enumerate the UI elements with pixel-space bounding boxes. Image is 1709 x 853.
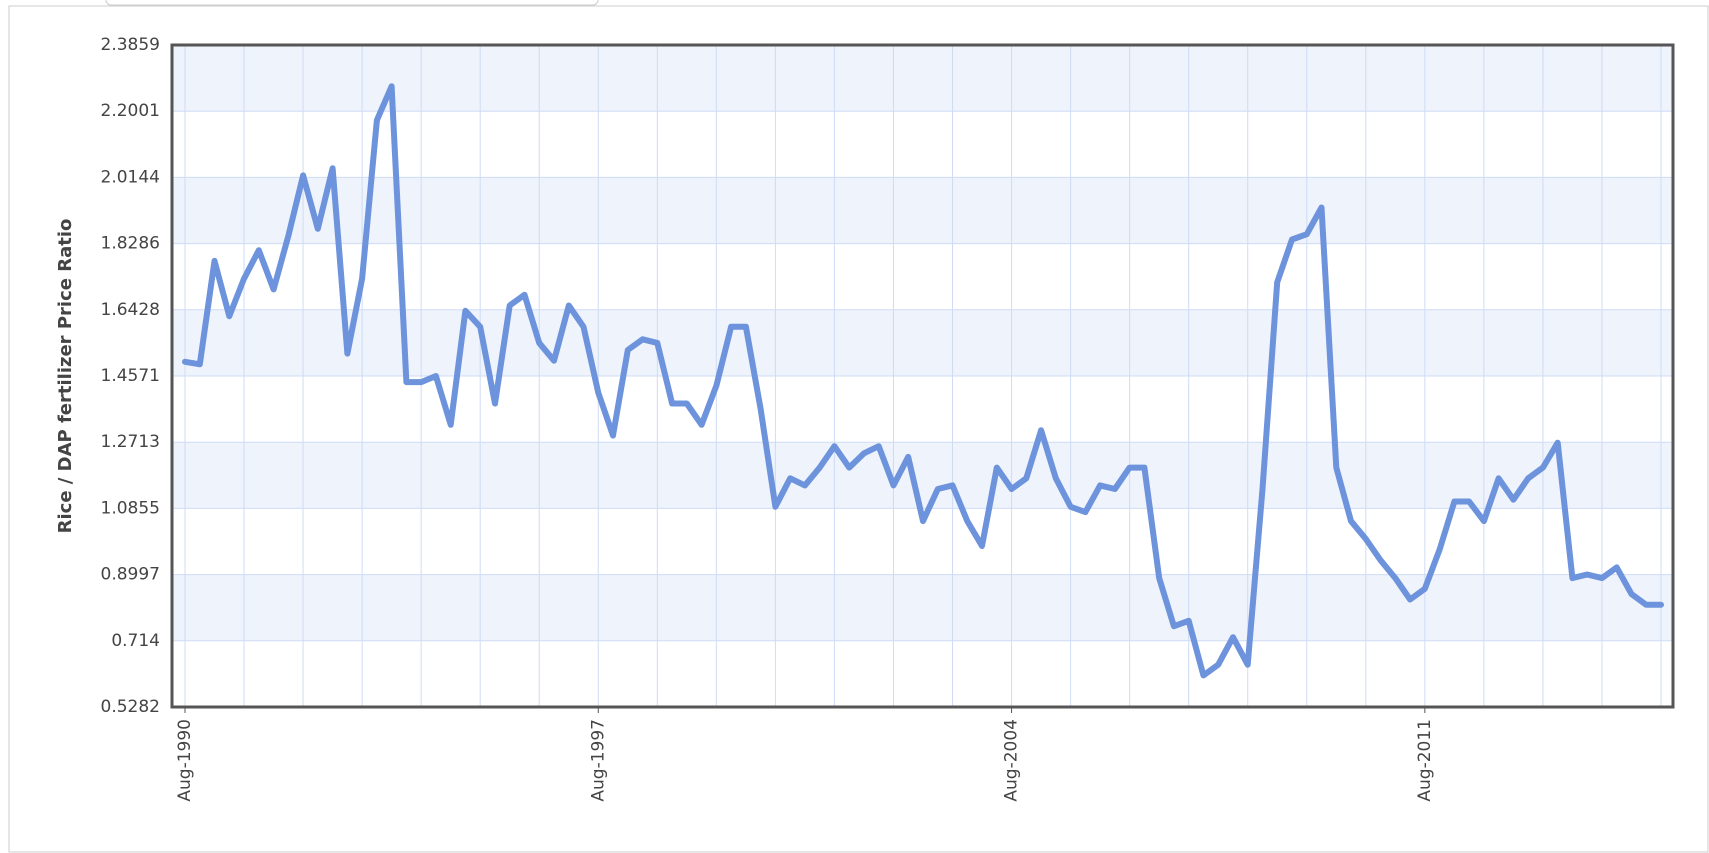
band [172, 574, 1673, 641]
y-tick-label: 0.714 [111, 631, 160, 651]
y-tick-label: 1.2713 [101, 432, 160, 452]
band [172, 309, 1673, 376]
y-axis-title: Rice / DAP fertilizer Price Ratio [55, 219, 76, 534]
y-tick-label: 0.8997 [101, 565, 160, 585]
x-tick-label: Aug-1997 [588, 719, 608, 802]
y-tick-label: 1.0855 [101, 498, 160, 518]
y-tick-label: 2.0144 [101, 167, 160, 187]
band [172, 442, 1673, 509]
toolbar [105, 0, 599, 6]
panel [8, 5, 1709, 853]
x-tick-label: Aug-1990 [175, 719, 195, 802]
band [172, 177, 1673, 244]
band [172, 45, 1673, 112]
plot-border [170, 43, 1675, 709]
y-tick-label: 1.8286 [101, 234, 160, 254]
series-line [182, 83, 1664, 679]
x-tick-label: Aug-2011 [1415, 719, 1435, 802]
y-tick-label: 1.4571 [101, 366, 160, 386]
y-tick-label: 2.2001 [101, 101, 160, 121]
y-tick-label: 2.3859 [101, 35, 160, 55]
y-tick-label: 1.6428 [101, 300, 160, 320]
y-tick-label: 0.5282 [101, 697, 160, 717]
x-tick-label: Aug-2004 [1002, 719, 1022, 802]
